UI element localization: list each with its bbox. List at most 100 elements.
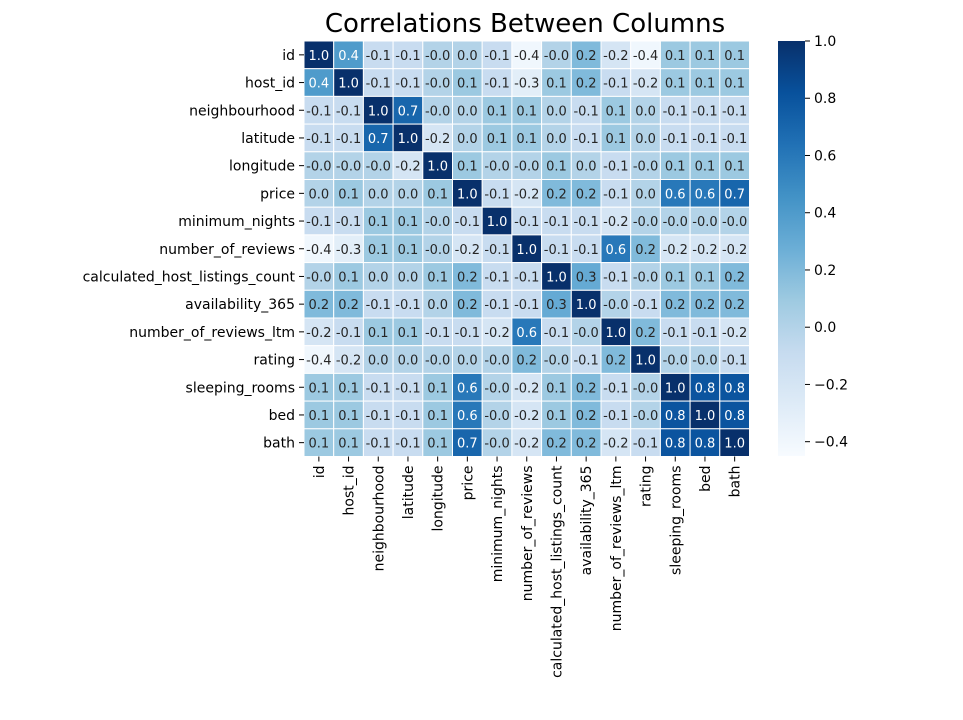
- x-tick-label: bed: [698, 466, 714, 492]
- heatmap-cell: [303, 95, 335, 125]
- cell-value-label: 0.2: [338, 298, 359, 313]
- heatmap-cell: [689, 151, 721, 181]
- cell-value-label: 0.3: [576, 270, 597, 285]
- cell-value-label: -0.1: [692, 132, 717, 147]
- cell-value-label: 0.3: [546, 298, 567, 313]
- cell-value-label: -0.2: [306, 326, 331, 341]
- cell-value-label: -0.1: [425, 326, 450, 341]
- cell-value-label: -0.1: [484, 298, 509, 313]
- heatmap-cell: [452, 123, 483, 153]
- x-tick-label: host_id: [342, 466, 358, 516]
- heatmap-cell: [333, 68, 364, 97]
- cell-value-label: 0.0: [457, 104, 478, 119]
- heatmap-cell: [570, 289, 602, 319]
- x-tick-label: sleeping_rooms: [668, 466, 684, 575]
- cell-value-label: 0.1: [695, 77, 716, 92]
- heatmap-cell: [570, 234, 602, 264]
- cell-value-label: 0.8: [724, 409, 745, 424]
- heatmap-cell: [719, 400, 750, 430]
- colorbar-tick-label: 0.6: [814, 148, 836, 164]
- cell-value-label: 0.1: [338, 187, 359, 202]
- cell-value-label: -0.1: [306, 215, 331, 230]
- cell-value-label: 1.0: [398, 132, 419, 147]
- cell-value-label: -0.0: [692, 354, 717, 369]
- cell-value-label: -0.0: [692, 215, 717, 230]
- heatmap-cell: [452, 95, 483, 125]
- cell-value-label: 0.0: [398, 187, 419, 202]
- cell-value-label: 0.6: [457, 381, 478, 396]
- cell-value-label: -0.0: [484, 437, 509, 452]
- heatmap-cell: [630, 400, 661, 430]
- cell-value-label: 0.4: [309, 77, 330, 92]
- heatmap-cell: [333, 400, 364, 430]
- cell-value-label: 0.1: [546, 409, 567, 424]
- cell-value-label: 0.2: [457, 270, 478, 285]
- cell-value-label: -0.1: [573, 215, 598, 230]
- x-tick-label: number_of_reviews: [520, 466, 536, 602]
- heatmap-cell: [511, 289, 543, 319]
- cell-value-label: -0.0: [484, 160, 509, 175]
- cell-value-label: -0.1: [455, 326, 480, 341]
- cell-value-label: 0.1: [695, 270, 716, 285]
- colorbar-tick-label: 0.2: [814, 263, 836, 279]
- cell-value-label: -0.4: [633, 49, 658, 64]
- heatmap-cell: [600, 262, 632, 291]
- cell-value-label: -0.1: [573, 243, 598, 258]
- y-tick-label: id: [282, 48, 295, 64]
- heatmap-cell: [392, 179, 424, 208]
- heatmap-cell: [541, 151, 572, 181]
- cell-value-label: 0.0: [398, 270, 419, 285]
- cell-value-label: -0.1: [366, 437, 391, 452]
- y-tick-label: number_of_reviews_ltm: [129, 325, 295, 341]
- heatmap-cell: [303, 179, 335, 208]
- cell-value-label: -0.2: [514, 409, 539, 424]
- cell-value-label: 0.8: [695, 437, 716, 452]
- cell-value-label: -0.0: [722, 215, 747, 230]
- cell-value-label: -0.0: [544, 49, 569, 64]
- heatmap-cell: [392, 400, 424, 430]
- heatmap-cell: [481, 68, 513, 97]
- cell-value-label: -0.1: [336, 132, 361, 147]
- cell-value-label: 1.0: [309, 49, 330, 64]
- x-tick-label: longitude: [431, 466, 447, 532]
- x-axis-tick-labels: id host_id neighbourhood latitude longitude p…: [312, 456, 744, 678]
- cell-value-label: 0.0: [457, 132, 478, 147]
- cell-value-label: -0.4: [306, 243, 331, 258]
- heatmap-cell: [719, 262, 750, 291]
- cell-value-label: 0.1: [665, 49, 686, 64]
- heatmap-cell: [422, 68, 453, 97]
- cell-value-label: 1.0: [427, 160, 448, 175]
- cell-value-label: 1.0: [516, 243, 537, 258]
- cell-value-label: 0.0: [635, 187, 656, 202]
- cell-value-label: 0.0: [427, 298, 448, 313]
- heatmap-cell: [481, 179, 513, 208]
- cell-value-label: 0.1: [338, 409, 359, 424]
- cell-value-label: -0.0: [484, 409, 509, 424]
- cell-value-label: 0.8: [665, 437, 686, 452]
- cell-value-label: -0.0: [633, 215, 658, 230]
- cell-value-label: 0.2: [606, 354, 627, 369]
- cell-value-label: -0.1: [366, 409, 391, 424]
- cell-value-label: -0.1: [573, 104, 598, 119]
- cell-value-label: 0.1: [457, 77, 478, 92]
- cell-value-label: -0.1: [366, 49, 391, 64]
- cell-value-label: 0.2: [635, 326, 656, 341]
- cell-value-label: 0.2: [576, 381, 597, 396]
- cell-value-label: 1.0: [368, 104, 389, 119]
- y-tick-label: minimum_nights: [178, 214, 295, 230]
- cell-value-label: 0.1: [338, 381, 359, 396]
- cell-value-label: -0.1: [395, 49, 420, 64]
- cell-value-label: 0.1: [516, 132, 537, 147]
- cell-value-label: 0.6: [665, 187, 686, 202]
- heatmap-cell: [362, 179, 394, 208]
- cell-value-label: -0.1: [692, 326, 717, 341]
- cell-value-label: -0.0: [633, 409, 658, 424]
- cell-value-label: 1.0: [635, 354, 656, 369]
- y-tick-label: longitude: [229, 159, 295, 175]
- heatmap-cell: [689, 262, 721, 291]
- heatmap-cell: [600, 428, 632, 457]
- cell-value-label: -0.1: [395, 409, 420, 424]
- cell-value-label: -0.1: [484, 77, 509, 92]
- colorbar-tick-label: −0.4: [814, 435, 848, 451]
